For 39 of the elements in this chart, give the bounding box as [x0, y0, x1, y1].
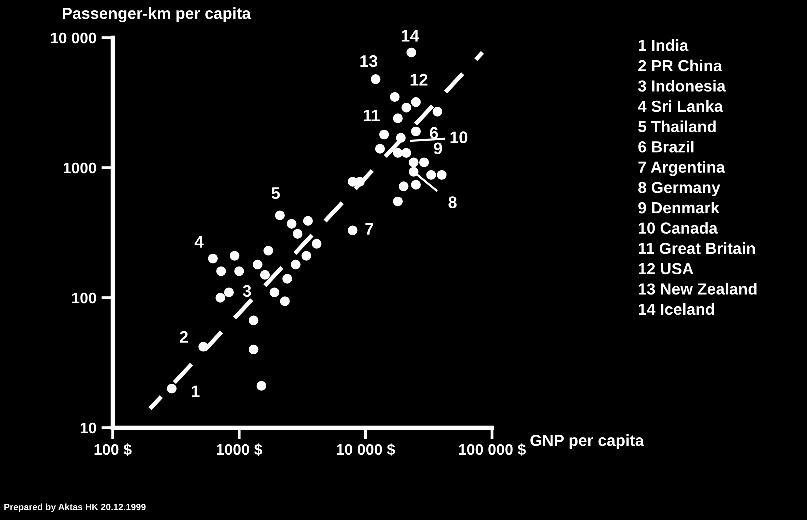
x-tick-label: 100 $	[94, 444, 132, 456]
annotation: 2	[180, 331, 188, 343]
annotation: 1	[192, 386, 200, 398]
text: 14 Iceland	[639, 303, 714, 316]
text: Prepared by Aktas HK 20.12.1999	[4, 504, 146, 512]
text: 5 Thailand	[638, 120, 716, 132]
annotation: 7	[366, 223, 374, 235]
x-tick-label: 1000 $	[217, 444, 263, 456]
annotation: 13	[360, 55, 378, 68]
annotation: 11	[364, 110, 380, 122]
text: 7 Argentina	[638, 161, 726, 176]
annotation: 10	[450, 132, 468, 144]
annotation: 8	[448, 196, 457, 208]
annotation: 12	[410, 74, 428, 86]
text: 4 Sri Lanka	[638, 100, 724, 112]
text: 10 Canada	[639, 222, 718, 234]
x-tick-label: 100 000 $	[459, 444, 526, 456]
x-tick-label: 10 000 $	[337, 444, 396, 456]
text: 9 Denmark	[638, 202, 720, 214]
y-tick-label: 1000	[64, 162, 96, 174]
annotation: 5	[272, 188, 280, 200]
annotation: 4	[194, 236, 204, 248]
y-tick-label: 10 000	[51, 32, 96, 44]
text: 6 Brazil	[638, 141, 694, 153]
annotation: 3	[242, 285, 252, 298]
text: 1 India	[639, 40, 689, 52]
annotation: 6	[430, 127, 438, 139]
y-tick-label: 100	[72, 292, 96, 304]
text: 3 Indonesia	[638, 80, 726, 92]
annotation: 9	[434, 142, 442, 155]
text: 8 Germany	[638, 182, 720, 197]
x-axis-title: GNP per capita	[530, 434, 644, 450]
text: 2 PR China	[638, 60, 722, 72]
annotation: 14	[402, 30, 420, 42]
y-tick-label: 10	[80, 422, 96, 434]
y-axis-title: Passenger-km per capita	[63, 8, 252, 22]
text: 13 New Zealand	[639, 283, 757, 295]
text: 12 USA	[639, 263, 694, 275]
text: 11 Great Britain	[639, 242, 756, 254]
